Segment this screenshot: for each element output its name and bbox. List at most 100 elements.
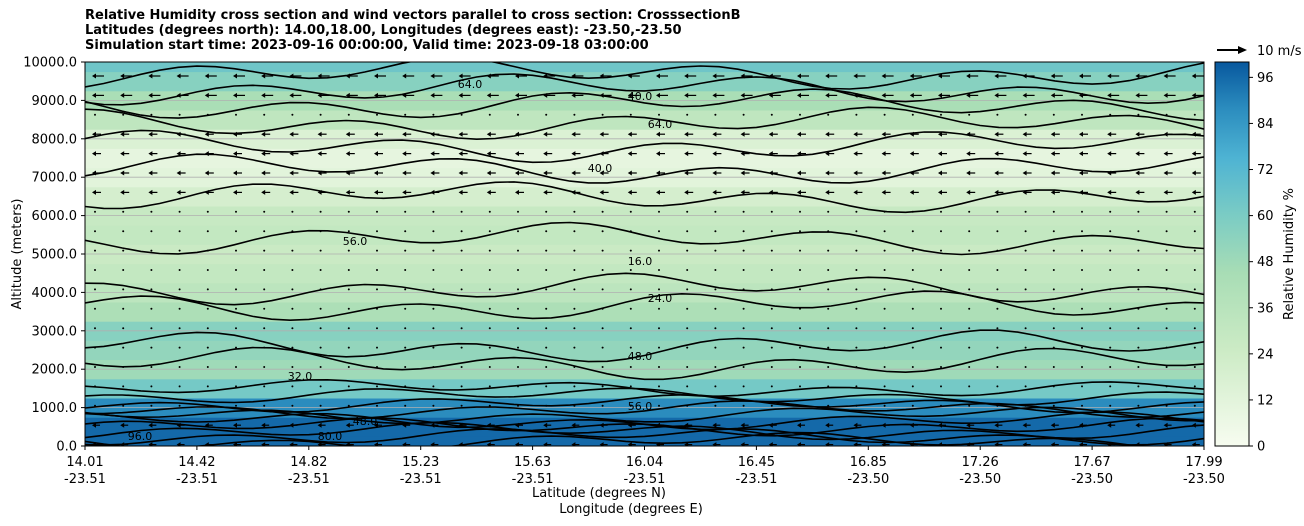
wind-vector xyxy=(374,170,383,176)
wind-vector xyxy=(1191,73,1204,79)
wind-vector xyxy=(543,92,556,98)
wind-vector xyxy=(1165,288,1168,291)
wind-vector xyxy=(827,327,830,330)
wind-vector xyxy=(261,73,274,79)
wind-vector xyxy=(291,327,294,330)
wind-vector xyxy=(601,346,604,349)
wind-vector xyxy=(1052,307,1055,310)
wind-vector xyxy=(909,73,922,79)
wind-vector xyxy=(770,366,773,368)
wind-vector xyxy=(656,131,665,137)
wind-vector xyxy=(206,385,209,388)
humidity-band xyxy=(85,148,1204,169)
wind-vector xyxy=(714,346,717,349)
wind-vector xyxy=(460,404,463,407)
wind-vector xyxy=(150,385,153,388)
contour-label: 48.0 xyxy=(628,350,653,363)
wind-vector xyxy=(1081,366,1083,368)
wind-vector xyxy=(940,327,942,330)
wind-vector xyxy=(855,113,858,116)
wind-vector xyxy=(204,131,214,137)
wind-vector xyxy=(545,385,548,388)
wind-vector xyxy=(460,210,463,213)
wind-vector xyxy=(938,151,947,157)
wind-vector xyxy=(799,113,801,116)
humidity-band xyxy=(85,436,1204,446)
wind-vector xyxy=(629,307,632,310)
wind-vector xyxy=(289,442,298,446)
wind-vector xyxy=(573,404,576,407)
colorbar-tick-label: 84 xyxy=(1257,117,1274,132)
wind-vector xyxy=(1137,404,1140,407)
wind-vector xyxy=(571,151,581,157)
wind-vector xyxy=(909,131,919,137)
y-tick-label: 5000.0 xyxy=(32,248,78,263)
wind-vector xyxy=(966,189,976,195)
wind-vector xyxy=(488,307,491,310)
wind-vector xyxy=(996,385,999,388)
wind-vector xyxy=(545,230,548,233)
wind-vector xyxy=(1191,170,1201,176)
contour-line xyxy=(85,221,1204,256)
colorbar-label: Relative Humidity % xyxy=(1282,188,1297,320)
wind-vector xyxy=(799,210,801,213)
wind-vector xyxy=(797,151,806,157)
wind-vector xyxy=(374,131,383,137)
wind-vector xyxy=(686,366,689,368)
wind-vector xyxy=(233,92,245,98)
wind-vector xyxy=(1050,92,1063,98)
wind-vector xyxy=(347,385,350,388)
y-tick-label: 0.0 xyxy=(56,440,77,455)
wind-vector xyxy=(92,92,104,98)
wind-vector xyxy=(658,327,660,330)
wind-vector xyxy=(204,189,214,195)
x-tick-label-lon: -23.51 xyxy=(176,472,218,487)
wind-vector xyxy=(853,92,866,98)
x-tick-label-lat: 17.67 xyxy=(1073,455,1110,470)
wind-vector xyxy=(1191,442,1200,446)
wind-vector xyxy=(263,346,266,349)
contour-label: 96.0 xyxy=(128,430,153,443)
wind-vector xyxy=(911,307,914,310)
wind-vector xyxy=(996,269,999,271)
wind-vector xyxy=(404,113,407,116)
wind-vector xyxy=(432,327,435,330)
wind-vector xyxy=(627,442,636,446)
colorbar-tick-label: 36 xyxy=(1257,301,1274,316)
contour-label: 48.0 xyxy=(353,415,378,428)
wind-vector xyxy=(938,73,950,79)
wind-vector xyxy=(150,404,153,407)
wind-vector xyxy=(458,151,468,157)
wind-vector xyxy=(968,288,971,291)
wind-vector xyxy=(291,288,294,291)
wind-vector xyxy=(458,131,468,137)
contour-line xyxy=(85,387,1204,406)
wind-vector xyxy=(148,442,157,446)
wind-vector xyxy=(122,327,125,330)
wind-vector xyxy=(601,366,604,368)
wind-vector xyxy=(404,366,407,368)
wind-vector xyxy=(994,442,1003,446)
quiver-key: 10 m/s xyxy=(1217,44,1302,59)
wind-vector xyxy=(347,249,350,252)
wind-vector xyxy=(543,73,556,79)
wind-vector xyxy=(601,385,604,388)
wind-vector xyxy=(1165,307,1168,310)
wind-vector xyxy=(1050,170,1060,176)
wind-vector xyxy=(488,327,491,330)
wind-vector xyxy=(994,73,1007,79)
wind-vector xyxy=(319,307,322,310)
wind-vector xyxy=(940,307,942,310)
wind-vector xyxy=(573,346,576,349)
wind-vector xyxy=(376,230,378,233)
wind-vector xyxy=(376,288,378,291)
wind-vector xyxy=(799,346,801,349)
wind-vector xyxy=(94,404,96,407)
wind-vector xyxy=(853,73,866,79)
wind-vector xyxy=(176,442,185,446)
wind-vector xyxy=(263,366,266,368)
wind-vector xyxy=(799,404,801,407)
x-tick-label-lat: 15.63 xyxy=(514,455,551,470)
wind-vector xyxy=(742,404,745,407)
wind-vector xyxy=(1137,327,1140,330)
